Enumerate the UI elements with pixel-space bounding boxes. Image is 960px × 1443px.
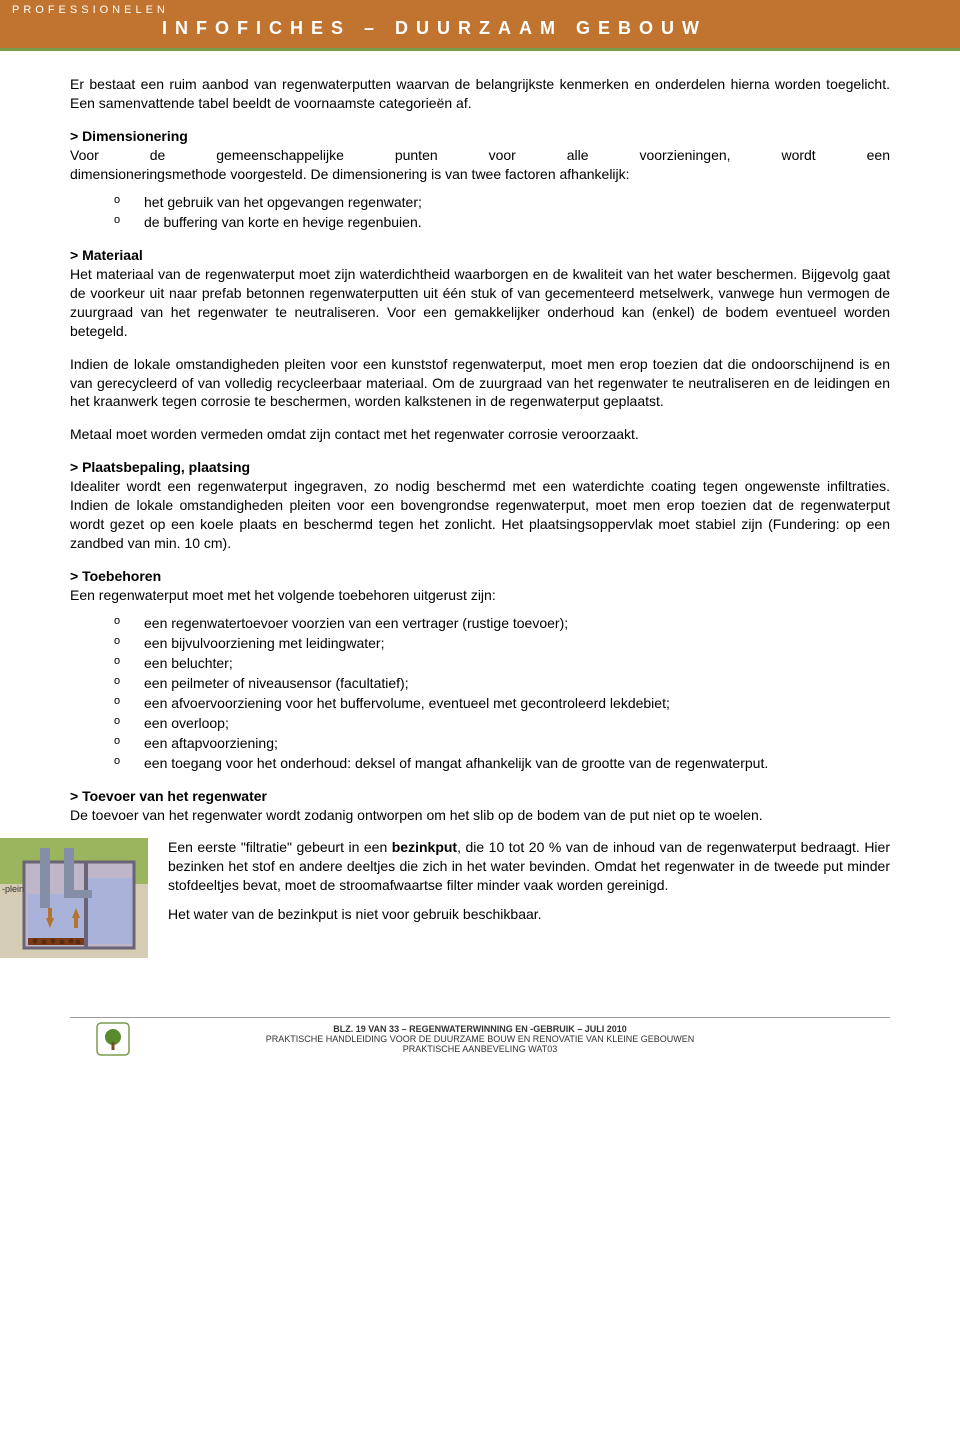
toevoer-intro: De toevoer van het regenwater wordt zoda…	[70, 806, 890, 825]
list-item: de buffering van korte en hevige regenbu…	[114, 213, 890, 232]
materiaal-title: > Materiaal	[70, 246, 890, 265]
page-content: Er bestaat een ruim aanbod van regenwate…	[0, 51, 960, 993]
list-item: een aftapvoorziening;	[114, 734, 890, 753]
footer-logo-icon	[96, 1022, 130, 1058]
toebehoren-list: een regenwatertoevoer voorzien van een v…	[70, 614, 890, 772]
footer-line1: BLZ. 19 VAN 33 – REGENWATERWINNING EN -G…	[0, 1024, 960, 1034]
list-item: een beluchter;	[114, 654, 890, 673]
list-item: het gebruik van het opgevangen regenwate…	[114, 193, 890, 212]
materiaal-p3: Metaal moet worden vermeden omdat zijn c…	[70, 425, 890, 444]
toevoer-p1-bold: bezinkput	[392, 839, 457, 855]
toevoer-text: Een eerste "filtratie" gebeurt in een be…	[168, 838, 890, 934]
footer-line3: PRAKTISCHE AANBEVELING WAT03	[0, 1044, 960, 1054]
plaatsing-body: Idealiter wordt een regenwaterput ingegr…	[70, 477, 890, 553]
list-item: een peilmeter of niveausensor (facultati…	[114, 674, 890, 693]
toevoer-p2: Het water van de bezinkput is niet voor …	[168, 905, 890, 924]
materiaal-p1: Het materiaal van de regenwaterput moet …	[70, 265, 890, 341]
toebehoren-intro: Een regenwaterput moet met het volgende …	[70, 586, 890, 605]
toebehoren-title: > Toebehoren	[70, 567, 890, 586]
header-title: INFOFICHES – DUURZAAM GEBOUW	[12, 18, 948, 39]
header-eyebrow: PROFESSIONELEN	[12, 4, 948, 16]
list-item: een toegang voor het onderhoud: deksel o…	[114, 754, 890, 773]
toevoer-title: > Toevoer van het regenwater	[70, 787, 890, 806]
dimensionering-line1: Voor de gemeenschappelijke punten voor a…	[70, 146, 890, 165]
dimensionering-title: > Dimensionering	[70, 127, 890, 146]
toevoer-block: -plein Een eerste "filtratie" gebeurt in…	[70, 838, 890, 963]
list-item: een overloop;	[114, 714, 890, 733]
footer-line2: PRAKTISCHE HANDLEIDING VOOR DE DUURZAME …	[0, 1034, 960, 1044]
materiaal-p2: Indien de lokale omstandigheden pleiten …	[70, 355, 890, 412]
list-item: een afvoervoorziening voor het buffervol…	[114, 694, 890, 713]
dimensionering-line2: dimensioneringsmethode voorgesteld. De d…	[70, 165, 890, 184]
page-footer: BLZ. 19 VAN 33 – REGENWATERWINNING EN -G…	[0, 1018, 960, 1064]
bezinkput-diagram: -plein	[0, 838, 148, 963]
list-item: een bijvulvoorziening met leidingwater;	[114, 634, 890, 653]
page-header: PROFESSIONELEN INFOFICHES – DUURZAAM GEB…	[0, 0, 960, 48]
plaatsing-title: > Plaatsbepaling, plaatsing	[70, 458, 890, 477]
svg-text:-plein: -plein	[2, 884, 24, 894]
list-item: een regenwatertoevoer voorzien van een v…	[114, 614, 890, 633]
intro-paragraph: Er bestaat een ruim aanbod van regenwate…	[70, 75, 890, 113]
toevoer-p1-before: Een eerste "filtratie" gebeurt in een	[168, 839, 392, 855]
dimensionering-list: het gebruik van het opgevangen regenwate…	[70, 193, 890, 232]
toevoer-p1: Een eerste "filtratie" gebeurt in een be…	[168, 838, 890, 895]
